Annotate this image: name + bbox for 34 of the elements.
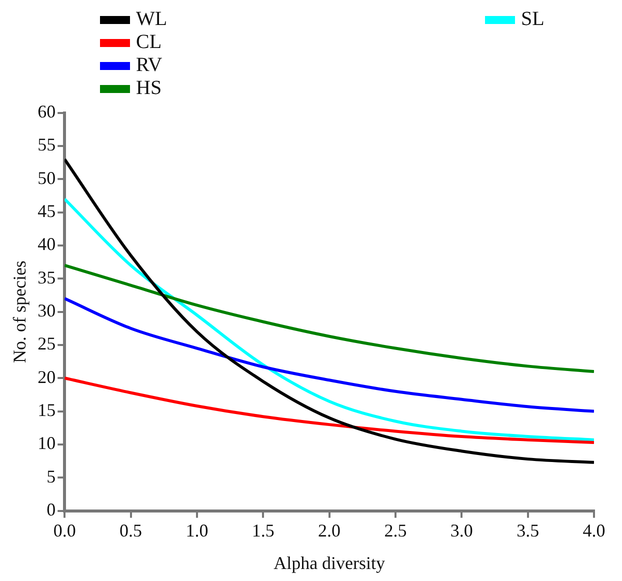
y-tick-label: 45 [38,201,56,222]
line-series [64,158,594,464]
legend-label: CL [136,31,162,54]
y-tick-label: 0 [46,500,56,520]
legend-label: WL [136,8,168,31]
line-series [64,198,594,442]
y-tick-label: 35 [38,267,56,288]
y-tick-label: 60 [38,102,56,122]
legend-label: SL [521,8,544,31]
legend-label: RV [136,54,162,77]
y-tick-label: 5 [46,466,56,486]
y-axis-title: No. of species [10,260,30,364]
y-tick-label: 15 [38,400,56,420]
y-tick-label: 10 [38,433,56,454]
y-tick-label: 20 [38,366,56,387]
y-tick-label: 55 [38,134,56,155]
x-tick-label: 0.5 [120,520,142,540]
line-series [64,297,594,413]
x-axis-title: Alpha diversity [274,552,386,573]
y-tick-label: 40 [38,234,56,254]
x-tick-label: 1.5 [252,520,274,540]
legend-label: HS [136,77,162,100]
y-tick-label: 30 [38,300,56,321]
y-tick-label: 25 [38,334,56,354]
x-tick-label: 4.0 [582,520,606,540]
line-series [64,264,594,373]
y-tick-label: 50 [38,168,56,188]
x-tick-label: 3.5 [516,520,540,540]
line-series [64,376,594,444]
x-tick-label: 2.5 [384,520,407,540]
x-tick-label: 0.0 [53,520,76,540]
x-tick-label: 3.0 [450,520,473,540]
x-tick-label: 1.0 [186,520,208,540]
x-tick-label: 2.0 [318,520,341,540]
